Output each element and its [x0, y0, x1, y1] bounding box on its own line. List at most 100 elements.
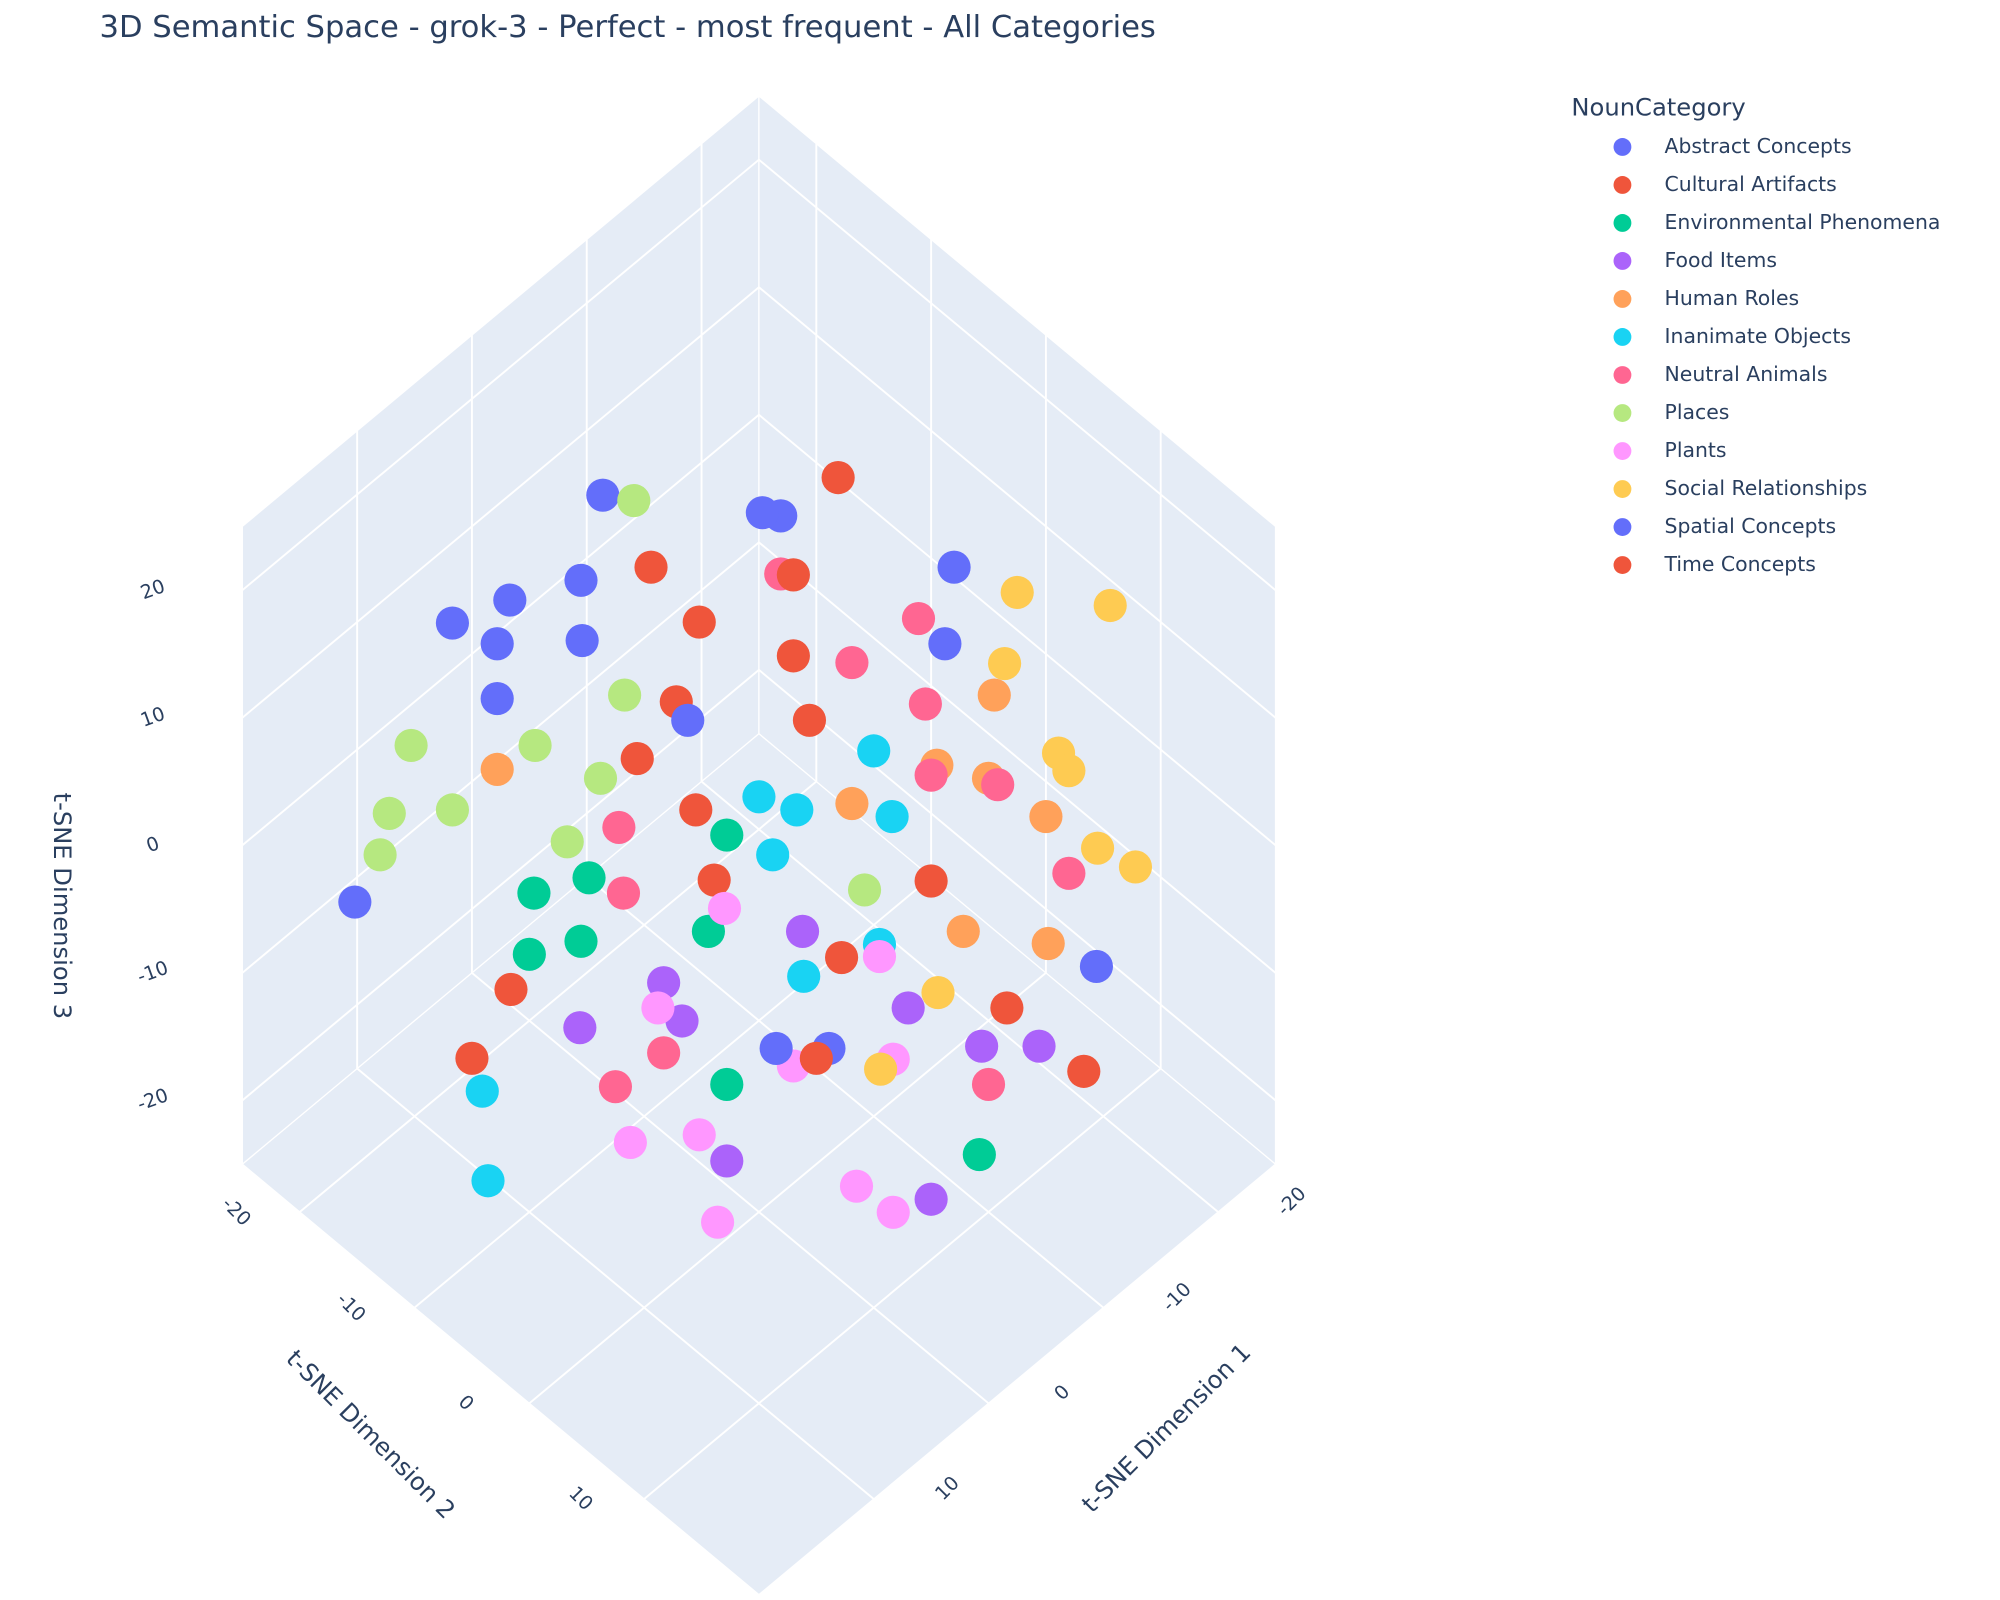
y-tick-label: -20 — [217, 1192, 255, 1230]
point — [565, 623, 599, 658]
point — [776, 558, 810, 592]
x-tick-label: 0 — [1049, 1380, 1074, 1405]
point — [647, 966, 681, 1000]
grid-line — [758, 541, 1277, 974]
point — [586, 478, 620, 512]
point — [745, 496, 779, 530]
point — [971, 1067, 1006, 1102]
grid-line — [299, 780, 817, 1213]
legend-label: Places — [1665, 400, 1730, 424]
point — [914, 864, 948, 898]
legend-item[interactable]: Places — [1613, 400, 1730, 424]
point — [988, 646, 1022, 681]
point — [1029, 800, 1063, 834]
point — [839, 1169, 874, 1203]
grid-line — [471, 972, 990, 1405]
point — [847, 873, 882, 907]
point — [465, 1074, 499, 1108]
point — [518, 728, 552, 763]
legend-label: Time Concepts — [1664, 552, 1816, 576]
legend-item[interactable]: Human Roles — [1613, 286, 1800, 310]
point — [742, 780, 776, 814]
point — [617, 483, 651, 518]
point — [825, 940, 859, 975]
grid-line — [758, 669, 1277, 1102]
legend-label: Neutral Animals — [1665, 362, 1828, 386]
point — [701, 1205, 735, 1239]
point — [876, 1195, 910, 1229]
point — [710, 818, 744, 852]
point — [977, 678, 1011, 712]
point — [634, 550, 668, 584]
point — [563, 1011, 597, 1045]
point — [583, 761, 618, 795]
z-tick-label: 10 — [137, 702, 168, 732]
point — [908, 687, 942, 721]
point — [572, 861, 606, 895]
y-tick-label: 0 — [454, 1390, 479, 1415]
point — [1022, 1029, 1056, 1063]
legend-item[interactable]: Cultural Artifacts — [1613, 172, 1837, 196]
legend-item[interactable]: Time Concepts — [1613, 552, 1816, 576]
point — [697, 863, 731, 897]
legend-item[interactable]: Social Relationships — [1613, 476, 1868, 500]
legend-item[interactable]: Environmental Phenomena — [1613, 210, 1941, 234]
legend-label: Environmental Phenomena — [1665, 210, 1941, 234]
point — [679, 793, 713, 827]
point — [480, 682, 514, 716]
z-tick-label: 20 — [137, 574, 168, 604]
point — [494, 972, 528, 1006]
legend-marker — [1613, 328, 1632, 346]
point — [608, 678, 642, 712]
point — [691, 914, 726, 948]
point — [901, 601, 936, 636]
point — [780, 793, 814, 827]
point — [682, 1118, 716, 1152]
scene — [241, 94, 1277, 1596]
point — [372, 796, 406, 830]
point — [792, 703, 827, 737]
point — [606, 876, 641, 910]
grid-line — [758, 286, 1277, 719]
x-tick-label: -20 — [1272, 1182, 1310, 1220]
legend-label: Human Roles — [1665, 286, 1800, 310]
legend-item[interactable]: Neutral Animals — [1613, 362, 1828, 386]
point — [914, 758, 948, 792]
point — [493, 583, 527, 617]
legend-item[interactable]: Food Items — [1613, 248, 1777, 272]
point — [471, 1164, 505, 1198]
x-tick-label: -10 — [1157, 1278, 1195, 1316]
point — [990, 991, 1024, 1025]
point — [981, 768, 1015, 802]
point — [759, 1031, 793, 1065]
legend-item[interactable]: Spatial Concepts — [1613, 514, 1837, 538]
point — [682, 605, 716, 639]
legend-item[interactable]: Plants — [1613, 438, 1727, 462]
point — [799, 1041, 833, 1075]
point — [338, 885, 372, 919]
point — [550, 825, 584, 859]
point — [613, 1125, 647, 1160]
point — [1052, 856, 1086, 890]
legend-label: Abstract Concepts — [1665, 134, 1852, 158]
point — [710, 1144, 744, 1178]
grid-line — [356, 1067, 875, 1500]
point — [835, 645, 869, 680]
legend-item[interactable]: Abstract Concepts — [1613, 134, 1852, 158]
point — [862, 939, 897, 974]
point — [480, 627, 514, 661]
legend-marker — [1613, 252, 1632, 270]
point — [1052, 754, 1086, 788]
point — [946, 914, 980, 948]
point — [965, 1029, 999, 1063]
legend-label: Spatial Concepts — [1665, 514, 1837, 538]
grid-line — [758, 158, 1277, 591]
point — [512, 937, 546, 971]
point — [821, 461, 855, 495]
point — [363, 838, 397, 872]
z-tick-label: -20 — [134, 1083, 171, 1115]
legend-marker — [1613, 366, 1632, 384]
legend-item[interactable]: Inanimate Objects — [1613, 324, 1851, 348]
